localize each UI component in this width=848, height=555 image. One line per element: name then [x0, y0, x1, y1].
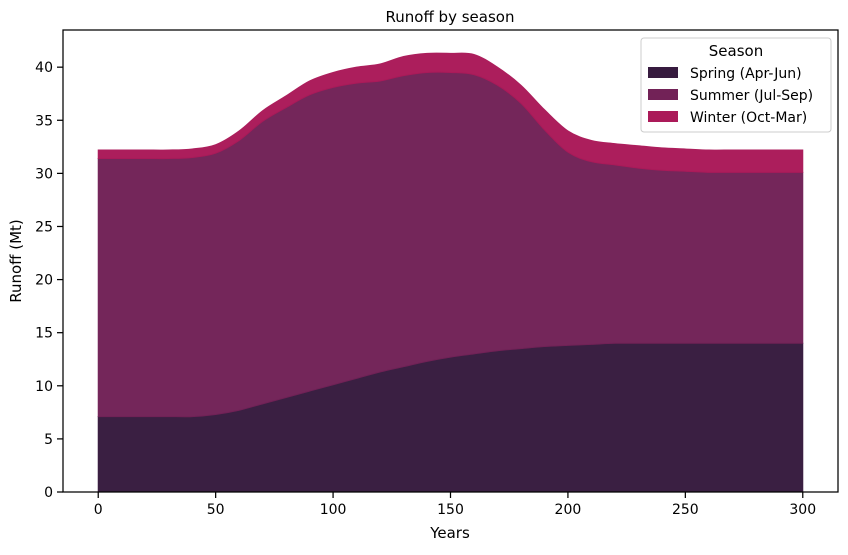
x-tick-label: 50 [207, 502, 225, 518]
x-tick-label: 100 [320, 502, 347, 518]
axes-layer: 0 50 100 150 200 250 300 0 5 10 15 20 25 30 35 40 [35, 29, 839, 518]
legend-label: Winter (Oct-Mar) [690, 110, 807, 126]
x-tick-label: 0 [94, 502, 103, 518]
y-tick-label: 35 [35, 113, 53, 129]
y-tick-label: 20 [35, 273, 53, 289]
y-tick-label: 10 [35, 379, 53, 395]
y-tick-label: 5 [44, 432, 53, 448]
area-series-3 [97, 52, 804, 173]
y-tick-label: 30 [35, 166, 53, 182]
legend-swatch [648, 111, 678, 122]
x-tick-label: 300 [789, 502, 816, 518]
legend-swatch [648, 89, 678, 100]
legend-label: Spring (Apr-Jun) [690, 66, 802, 82]
legend-swatch [648, 67, 678, 78]
legend-box [640, 37, 832, 133]
y-tick-label: 25 [35, 219, 53, 235]
x-tick-label: 200 [555, 502, 582, 518]
x-tick-label: 250 [672, 502, 699, 518]
x-axis-label: Years [429, 524, 470, 542]
y-tick-label: 0 [44, 485, 53, 501]
legend: Season Spring (Apr-Jun) Summer (Jul-Sep) Wi… [640, 37, 832, 133]
areas-layer [97, 52, 804, 493]
y-axis-label: Runoff (Mt) [7, 219, 25, 303]
chart-title: Runoff by season [386, 8, 515, 26]
legend-title: Season [709, 42, 763, 60]
y-tick-label: 40 [35, 60, 53, 76]
legend-label: Summer (Jul-Sep) [690, 88, 813, 104]
x-tick-label: 150 [437, 502, 464, 518]
y-tick-label: 15 [35, 326, 53, 342]
